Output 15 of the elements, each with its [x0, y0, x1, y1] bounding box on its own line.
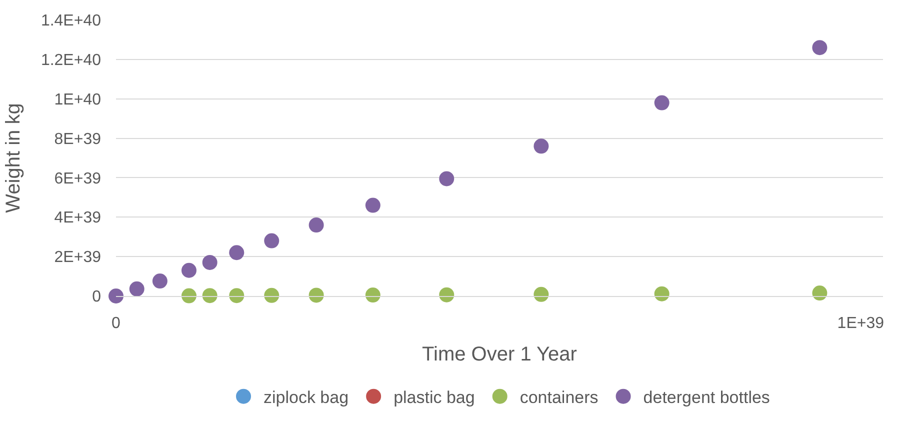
- x-tick-label: 1E+39: [837, 315, 884, 332]
- legend-label: plastic bag: [394, 388, 475, 407]
- y-tick-label: 8E+39: [54, 130, 102, 148]
- legend-label: containers: [520, 388, 598, 407]
- y-tick-label: 1E+40: [54, 91, 102, 108]
- y-tick-label: 1.4E+40: [40, 12, 102, 30]
- y-tick-label: 0: [92, 288, 102, 306]
- y-axis-title: Weight in kg: [2, 103, 24, 213]
- y-tick-label: 2E+39: [54, 249, 102, 266]
- legend-label: detergent bottles: [643, 388, 770, 407]
- legend-label: ziplock bag: [264, 388, 349, 407]
- y-tick-label: 4E+39: [54, 210, 102, 227]
- y-tick-label: 1.2E+40: [40, 52, 102, 70]
- y-tick-label: 6E+39: [54, 170, 102, 188]
- x-axis-title: Time Over 1 Year: [422, 344, 578, 366]
